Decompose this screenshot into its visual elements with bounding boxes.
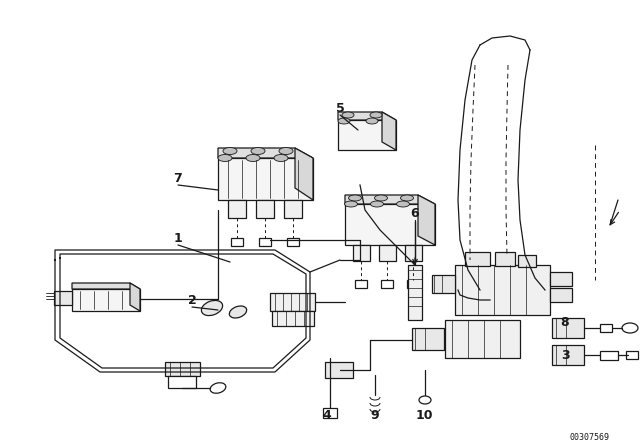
Bar bbox=[353, 245, 370, 261]
Bar bbox=[405, 245, 422, 261]
Bar bbox=[256, 200, 274, 218]
Ellipse shape bbox=[374, 195, 387, 201]
Bar bbox=[445, 320, 520, 358]
Ellipse shape bbox=[342, 112, 354, 118]
Bar bbox=[550, 288, 572, 302]
Polygon shape bbox=[382, 112, 396, 150]
Bar bbox=[412, 328, 444, 350]
Ellipse shape bbox=[371, 201, 383, 207]
Bar bbox=[228, 200, 246, 218]
Bar bbox=[600, 351, 618, 360]
Bar bbox=[165, 362, 200, 376]
Ellipse shape bbox=[229, 306, 246, 318]
Polygon shape bbox=[130, 283, 140, 311]
Bar bbox=[54, 291, 72, 305]
Bar bbox=[381, 280, 393, 288]
Bar bbox=[272, 311, 314, 326]
Ellipse shape bbox=[366, 118, 378, 124]
Ellipse shape bbox=[274, 155, 288, 161]
Bar bbox=[600, 324, 612, 332]
Ellipse shape bbox=[349, 195, 362, 201]
Ellipse shape bbox=[202, 301, 223, 315]
Bar bbox=[408, 265, 422, 320]
Bar bbox=[270, 293, 315, 311]
Polygon shape bbox=[72, 289, 140, 311]
Ellipse shape bbox=[397, 201, 410, 207]
Ellipse shape bbox=[223, 147, 237, 155]
Text: 7: 7 bbox=[173, 172, 182, 185]
Bar bbox=[379, 245, 396, 261]
Polygon shape bbox=[72, 283, 140, 289]
Polygon shape bbox=[345, 195, 435, 204]
Bar bbox=[323, 408, 337, 418]
Ellipse shape bbox=[210, 383, 226, 393]
Polygon shape bbox=[218, 158, 313, 200]
Polygon shape bbox=[338, 112, 396, 120]
Text: 5: 5 bbox=[335, 102, 344, 115]
Bar bbox=[287, 238, 299, 246]
Text: 6: 6 bbox=[411, 207, 419, 220]
Text: 8: 8 bbox=[561, 315, 570, 328]
Ellipse shape bbox=[401, 195, 413, 201]
Ellipse shape bbox=[370, 112, 382, 118]
Text: 2: 2 bbox=[188, 293, 196, 306]
Ellipse shape bbox=[338, 118, 350, 124]
Ellipse shape bbox=[344, 201, 358, 207]
Bar bbox=[407, 280, 419, 288]
Bar bbox=[259, 238, 271, 246]
Bar bbox=[284, 200, 302, 218]
Ellipse shape bbox=[279, 147, 293, 155]
Ellipse shape bbox=[419, 396, 431, 404]
Bar bbox=[518, 255, 536, 267]
Ellipse shape bbox=[251, 147, 265, 155]
Polygon shape bbox=[295, 148, 313, 200]
Bar bbox=[168, 376, 196, 388]
Polygon shape bbox=[418, 195, 435, 245]
Text: 9: 9 bbox=[371, 409, 380, 422]
Ellipse shape bbox=[622, 323, 638, 333]
Bar bbox=[432, 275, 455, 293]
Bar bbox=[626, 351, 638, 359]
Text: 1: 1 bbox=[173, 232, 182, 245]
Polygon shape bbox=[345, 204, 435, 245]
Text: 10: 10 bbox=[415, 409, 433, 422]
Bar bbox=[495, 252, 515, 266]
Bar bbox=[455, 265, 550, 315]
Bar bbox=[325, 362, 353, 378]
Text: 3: 3 bbox=[561, 349, 570, 362]
Bar bbox=[552, 318, 584, 338]
Polygon shape bbox=[338, 120, 396, 150]
Text: 00307569: 00307569 bbox=[570, 433, 610, 442]
Ellipse shape bbox=[218, 155, 232, 161]
Bar bbox=[552, 345, 584, 365]
Bar bbox=[355, 280, 367, 288]
Ellipse shape bbox=[246, 155, 260, 161]
Bar bbox=[550, 272, 572, 286]
Bar bbox=[231, 238, 243, 246]
Polygon shape bbox=[218, 148, 313, 158]
Text: 4: 4 bbox=[323, 409, 332, 422]
Bar bbox=[465, 252, 490, 266]
